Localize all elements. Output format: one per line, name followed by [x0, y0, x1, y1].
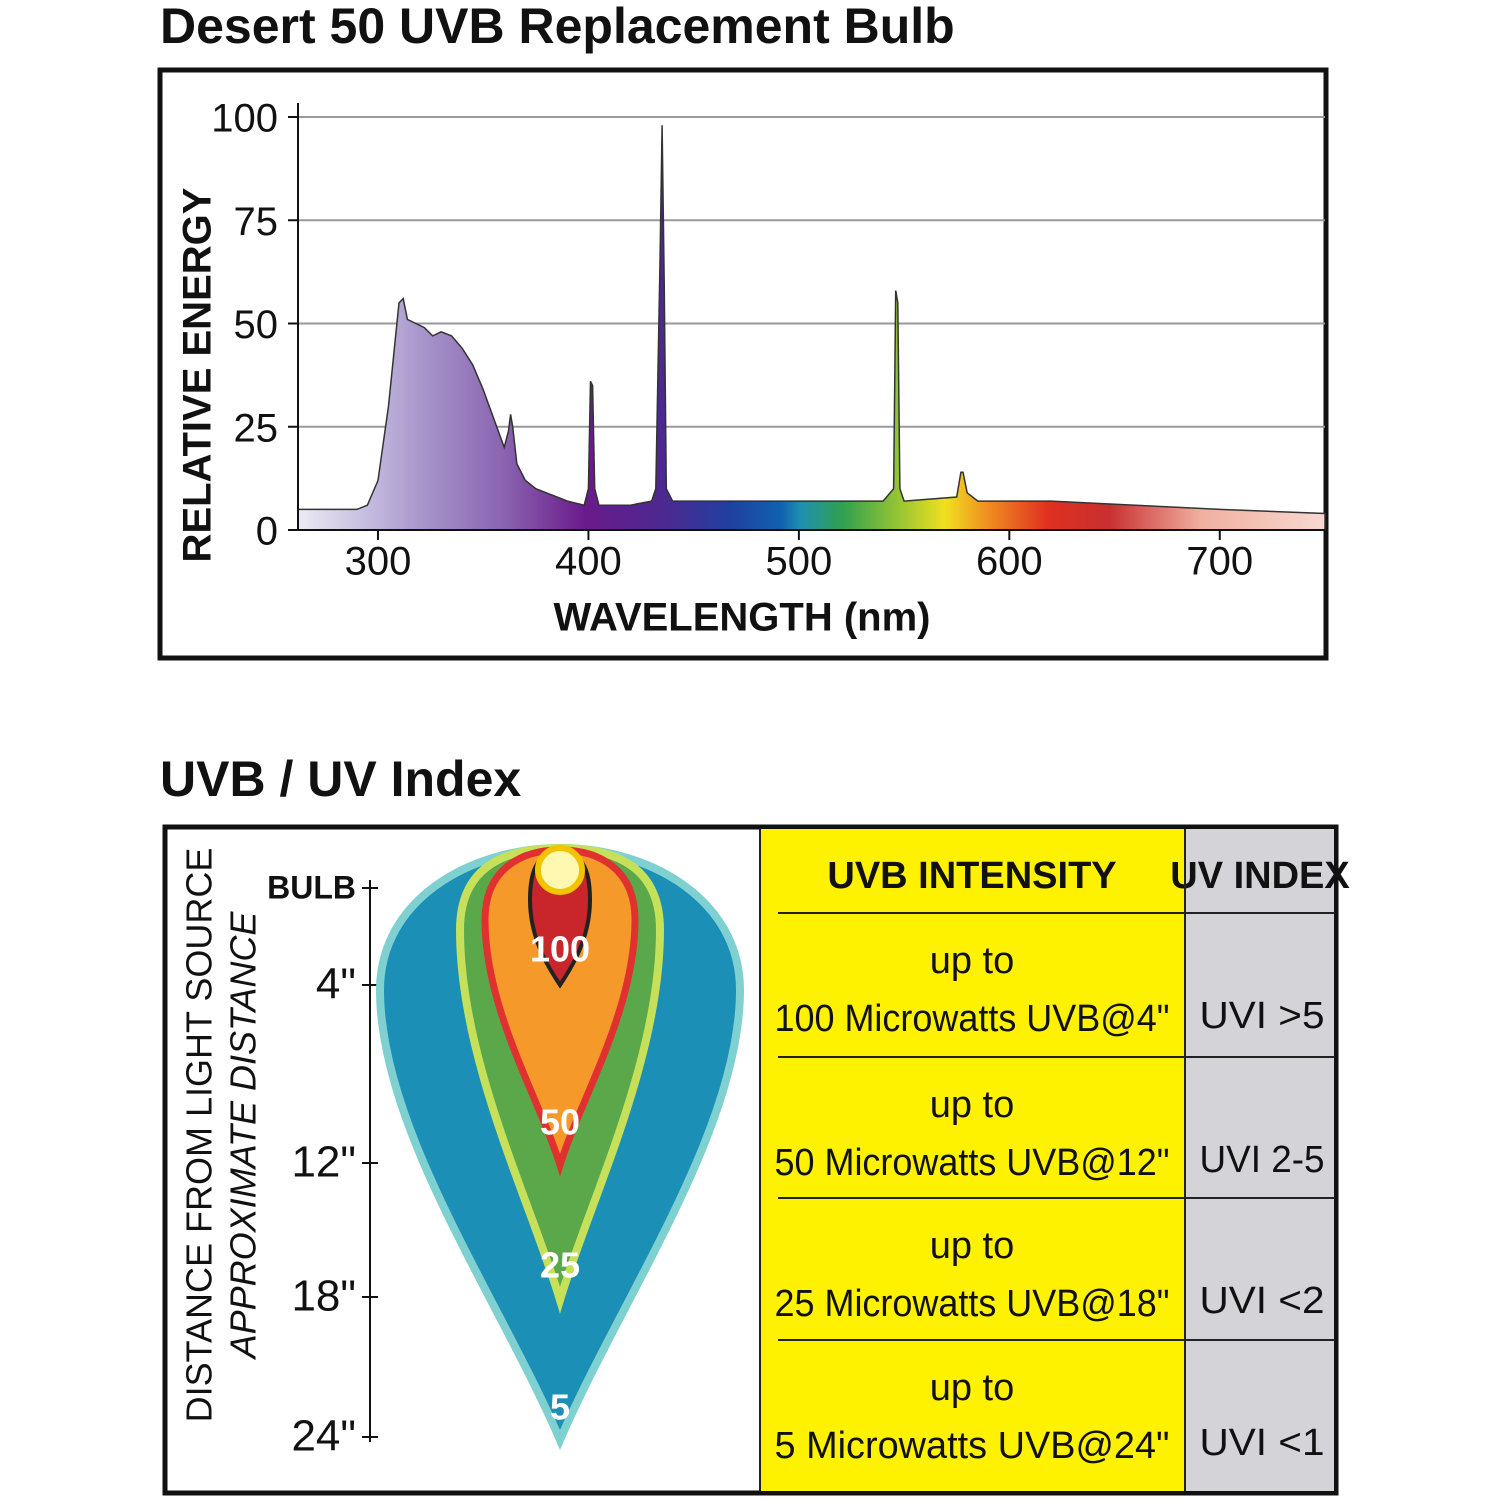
chart-frame	[157, 67, 1329, 661]
uv-frame	[162, 824, 1339, 1496]
distance-tick-label: 12"	[291, 1138, 356, 1187]
zone-label: 25	[540, 1245, 580, 1286]
zone-label: 100	[530, 929, 590, 970]
distance-tick-label: BULB	[267, 869, 356, 905]
plot: 0 25 50 75 100 300 400 500 600 700	[211, 97, 1326, 584]
table-cell: up to	[930, 1084, 1015, 1126]
table-cell: up to	[930, 1367, 1015, 1409]
y-tick-label: 100	[211, 97, 278, 141]
x-axis-label: WAVELENGTH (nm)	[553, 596, 930, 640]
y-tick-label: 25	[234, 406, 279, 450]
distance-tick-label: 18"	[291, 1272, 356, 1321]
spectrum-area	[297, 125, 1326, 531]
table-cell: 25 Microwatts UVB@18"	[775, 1283, 1170, 1325]
table-cell: UVI 2-5	[1200, 1139, 1325, 1181]
table-cell: UVI <1	[1200, 1422, 1325, 1464]
x-tick-label: 600	[976, 540, 1043, 584]
table-cell: UVI >5	[1200, 995, 1325, 1037]
bulb	[535, 845, 585, 895]
table-cell: up to	[930, 1225, 1015, 1267]
y-tick-label: 0	[256, 510, 278, 554]
x-tick-label: 500	[765, 540, 832, 584]
x-tick-label: 300	[345, 540, 412, 584]
zone-50	[481, 846, 639, 1177]
y-tick-label: 50	[234, 303, 279, 347]
table-cell: 100 Microwatts UVB@4"	[775, 998, 1170, 1040]
table-cell: 50 Microwatts UVB@12"	[775, 1142, 1170, 1184]
distance-sublabel: APPROXIMATE DISTANCE	[223, 911, 264, 1361]
table-cell: up to	[930, 940, 1015, 982]
distance-label: DISTANCE FROM LIGHT SOURCE	[179, 848, 220, 1423]
x-tick-label: 400	[555, 540, 622, 584]
zone-label: 5	[550, 1387, 570, 1428]
table-cell: 5 Microwatts UVB@24"	[775, 1425, 1170, 1467]
distance-ticks: BULB 4" 12" 18" 24"	[267, 869, 378, 1461]
index-column	[1185, 829, 1334, 1491]
uv-title: UVB / UV Index	[160, 751, 521, 807]
table: UVB INTENSITY UV INDEX up to 100 Microwatts…	[759, 829, 1350, 1491]
table-cell: UVI <2	[1200, 1280, 1325, 1322]
table-header: UV INDEX	[1170, 855, 1350, 897]
zone-label: 50	[540, 1102, 580, 1143]
y-tick-label: 75	[234, 200, 279, 244]
y-axis-label: RELATIVE ENERGY	[176, 187, 220, 562]
table-header: UVB INTENSITY	[827, 855, 1116, 897]
intensity-column	[760, 829, 1185, 1491]
chart-title: Desert 50 UVB Replacement Bulb	[160, 0, 955, 54]
x-tick-label: 700	[1186, 540, 1253, 584]
distance-tick-label: 4"	[316, 960, 356, 1009]
distance-tick-label: 24"	[291, 1412, 356, 1461]
